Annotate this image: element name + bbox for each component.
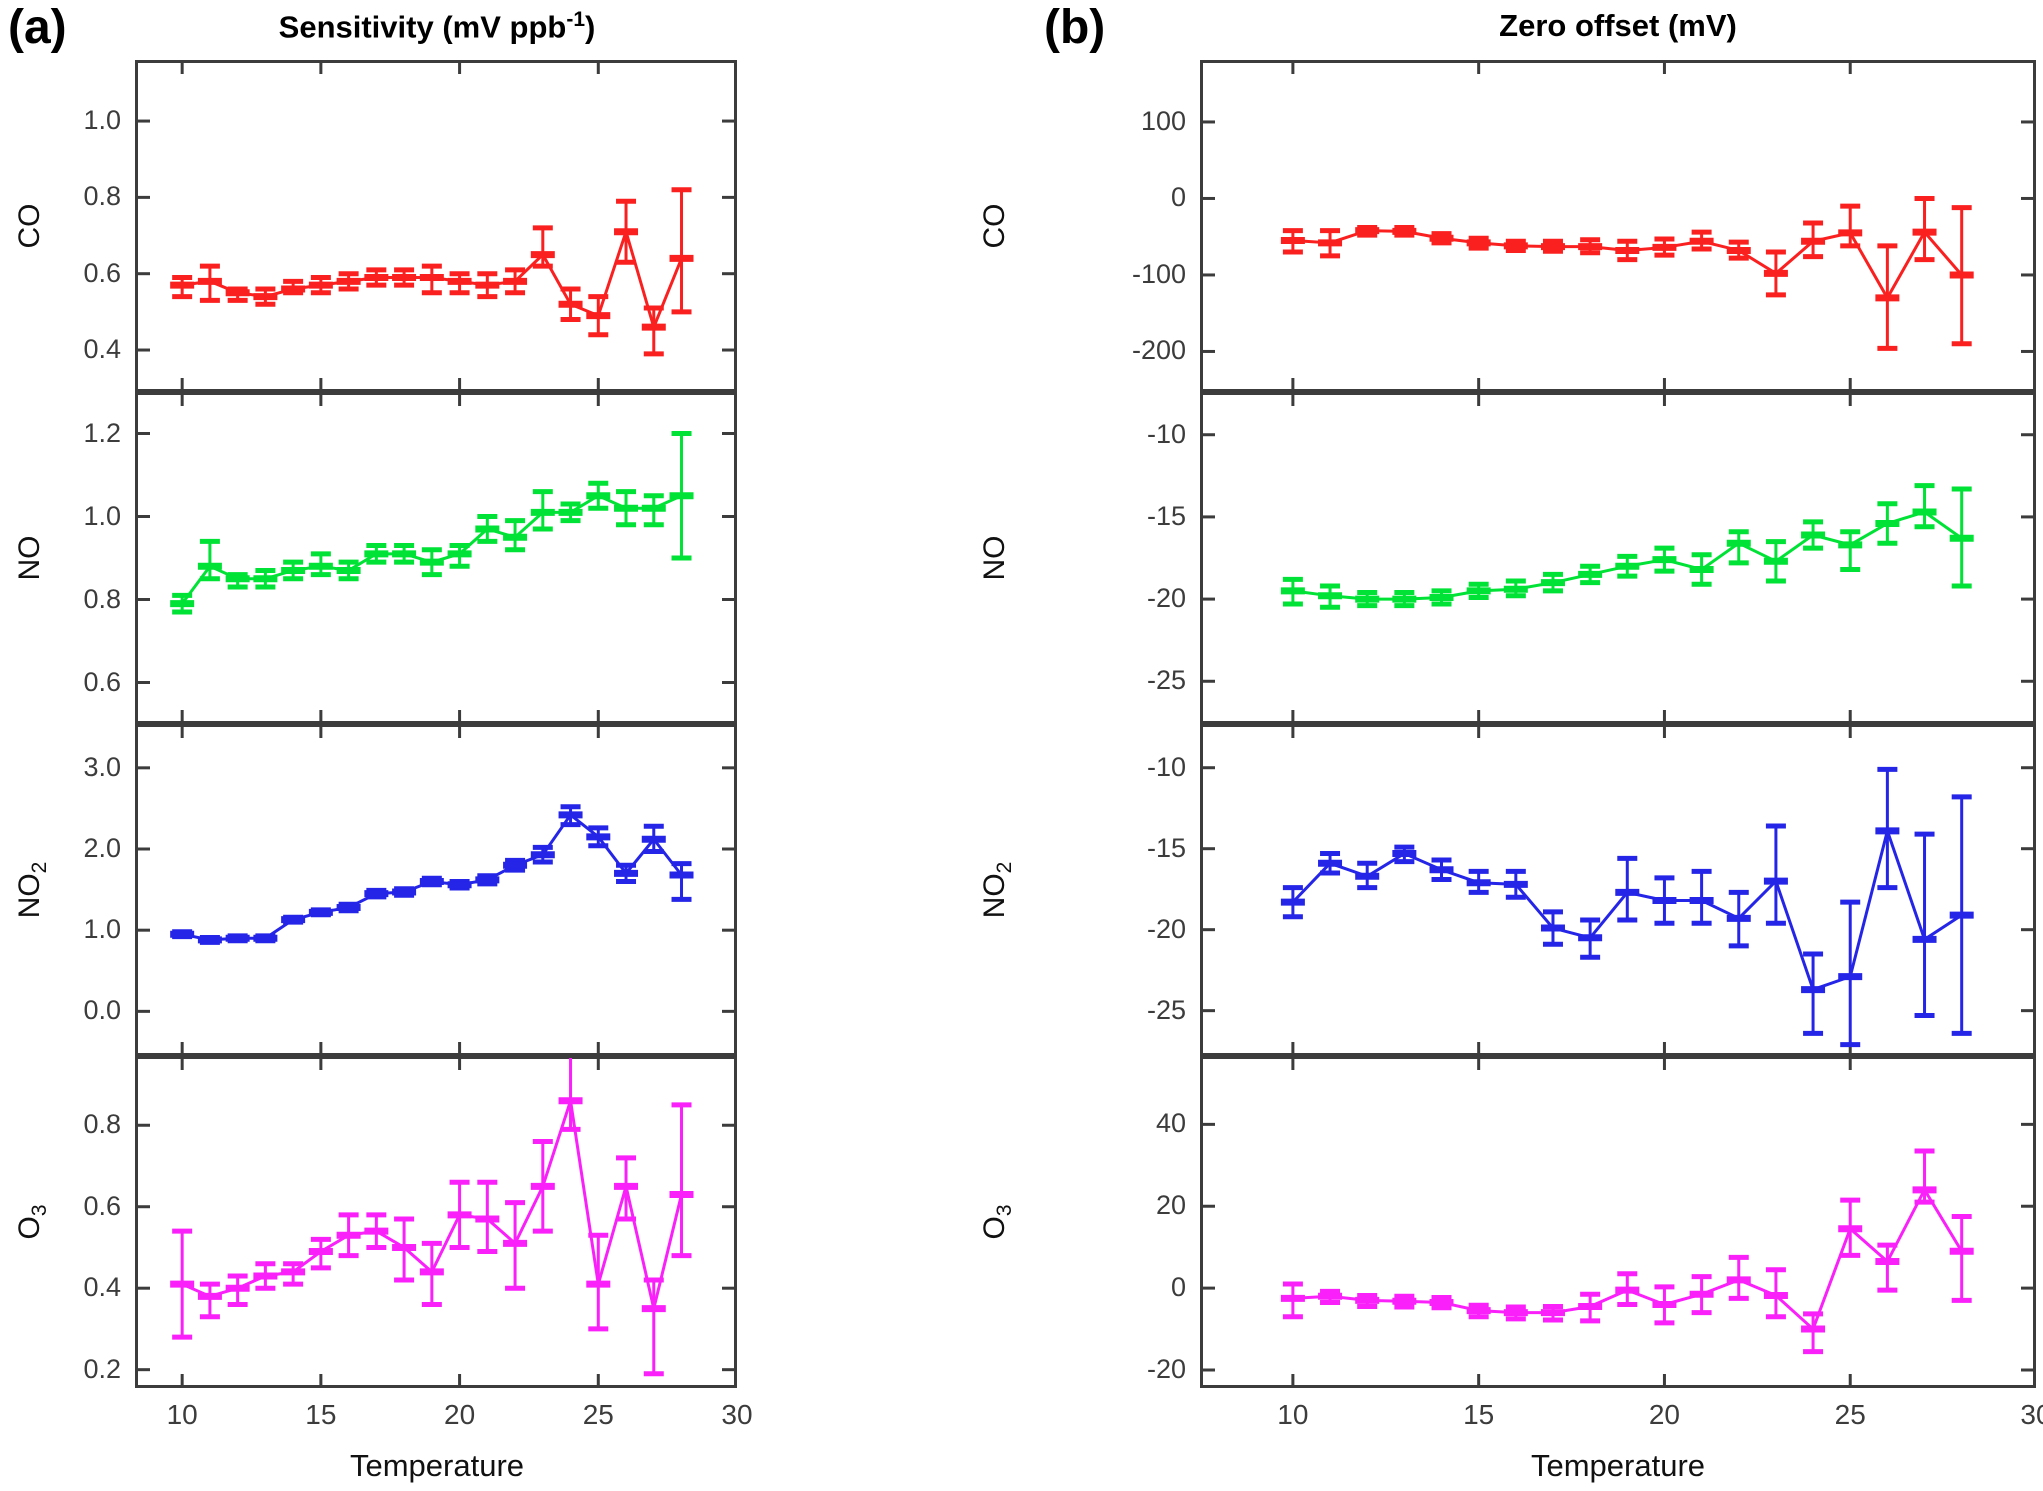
panel-b-xaxis-title: Temperature bbox=[1530, 1448, 1706, 1483]
y-tick-label: 0.6 bbox=[83, 1190, 121, 1221]
ylabel-co: CO bbox=[978, 203, 1011, 249]
x-tick-label: 25 bbox=[582, 1399, 614, 1430]
y-tick-label: 1.0 bbox=[83, 914, 121, 945]
zero-offset-no2-series bbox=[1280, 766, 1974, 1048]
ylabel-no2: NO2 bbox=[978, 861, 1016, 919]
y-tick-label: 0 bbox=[1170, 182, 1186, 213]
y-tick-label: -100 bbox=[1131, 258, 1186, 289]
sensitivity-o3-plot bbox=[135, 1056, 737, 1388]
zero-offset-no-plot bbox=[1200, 392, 2036, 724]
ylabel-o3: O3 bbox=[13, 1204, 51, 1240]
y-tick-label: 0.6 bbox=[83, 257, 121, 288]
zero-offset-no-series bbox=[1280, 483, 1974, 610]
y-tick-label: 100 bbox=[1140, 105, 1186, 136]
y-tick-label: 0.2 bbox=[83, 1353, 121, 1384]
y-tick-label: 3.0 bbox=[83, 751, 121, 782]
sensitivity-co-series bbox=[170, 187, 694, 357]
sensitivity-no2-plot bbox=[135, 724, 737, 1056]
x-tick-label: 10 bbox=[166, 1399, 198, 1430]
species-subscript: 2 bbox=[993, 861, 1016, 874]
panel-a-xaxis-title: Temperature bbox=[349, 1448, 525, 1483]
sensitivity-no2-series bbox=[170, 804, 694, 945]
y-tick-label: 0.8 bbox=[83, 181, 121, 212]
zero-offset-no2-plot bbox=[1200, 724, 2036, 1056]
x-tick-label: 20 bbox=[444, 1399, 476, 1430]
ylabel-no: NO bbox=[13, 535, 46, 581]
y-tick-label: -15 bbox=[1146, 500, 1186, 531]
panel-b-label: (b) bbox=[1044, 1, 1106, 54]
y-tick-label: 0.0 bbox=[83, 995, 121, 1026]
y-tick-label: -15 bbox=[1146, 832, 1186, 863]
x-tick-label: 25 bbox=[1834, 1399, 1866, 1430]
y-tick-label: -20 bbox=[1146, 1353, 1186, 1384]
y-tick-label: -25 bbox=[1146, 665, 1186, 696]
zero-offset-co-series bbox=[1280, 195, 1974, 351]
sensitivity-no-plot bbox=[135, 392, 737, 724]
x-tick-label: 15 bbox=[305, 1399, 337, 1430]
species-subscript: 2 bbox=[28, 861, 51, 874]
ylabel-no2: NO2 bbox=[13, 861, 51, 919]
sensitivity-o3-series bbox=[170, 1058, 694, 1377]
y-tick-label: 0.8 bbox=[83, 1109, 121, 1140]
zero-offset-o3-plot bbox=[1200, 1056, 2036, 1388]
y-tick-label: -10 bbox=[1146, 751, 1186, 782]
sensitivity-no-series bbox=[170, 431, 694, 615]
panel-a-title: Sensitivity (mV ppb-1) bbox=[278, 8, 596, 45]
species-subscript: 3 bbox=[993, 1204, 1016, 1217]
species-subscript: 3 bbox=[28, 1204, 51, 1217]
y-tick-label: 0.4 bbox=[83, 1272, 121, 1303]
y-tick-label: 1.0 bbox=[83, 105, 121, 136]
sensitivity-co-plot bbox=[135, 60, 737, 392]
y-tick-label: 0.8 bbox=[83, 583, 121, 614]
y-tick-label: 1.0 bbox=[83, 500, 121, 531]
y-tick-label: 40 bbox=[1155, 1108, 1186, 1139]
y-tick-label: 20 bbox=[1155, 1190, 1186, 1221]
panel-b-title: Zero offset (mV) bbox=[1499, 8, 1737, 43]
x-tick-label: 15 bbox=[1463, 1399, 1495, 1430]
y-tick-label: 0 bbox=[1170, 1272, 1186, 1303]
y-tick-label: -20 bbox=[1146, 913, 1186, 944]
ylabel-o3: O3 bbox=[978, 1204, 1016, 1240]
x-tick-label: 30 bbox=[721, 1399, 753, 1430]
x-tick-label: 30 bbox=[2020, 1399, 2043, 1430]
x-tick-label: 10 bbox=[1277, 1399, 1309, 1430]
ylabel-no: NO bbox=[978, 535, 1011, 581]
y-tick-label: 0.6 bbox=[83, 666, 121, 697]
y-tick-label: -10 bbox=[1146, 418, 1186, 449]
y-tick-label: -200 bbox=[1131, 335, 1186, 366]
panel-a-label: (a) bbox=[8, 1, 67, 54]
zero-offset-o3-series bbox=[1280, 1148, 1974, 1355]
y-tick-label: 1.2 bbox=[83, 417, 121, 448]
title-superscript: -1 bbox=[566, 8, 586, 31]
y-tick-label: 2.0 bbox=[83, 833, 121, 863]
x-tick-label: 20 bbox=[1648, 1399, 1681, 1430]
y-tick-label: -25 bbox=[1146, 994, 1186, 1025]
zero-offset-co-plot bbox=[1200, 60, 2036, 392]
ylabel-co: CO bbox=[13, 203, 46, 249]
y-tick-label: -20 bbox=[1146, 583, 1186, 614]
y-tick-label: 0.4 bbox=[83, 334, 121, 365]
